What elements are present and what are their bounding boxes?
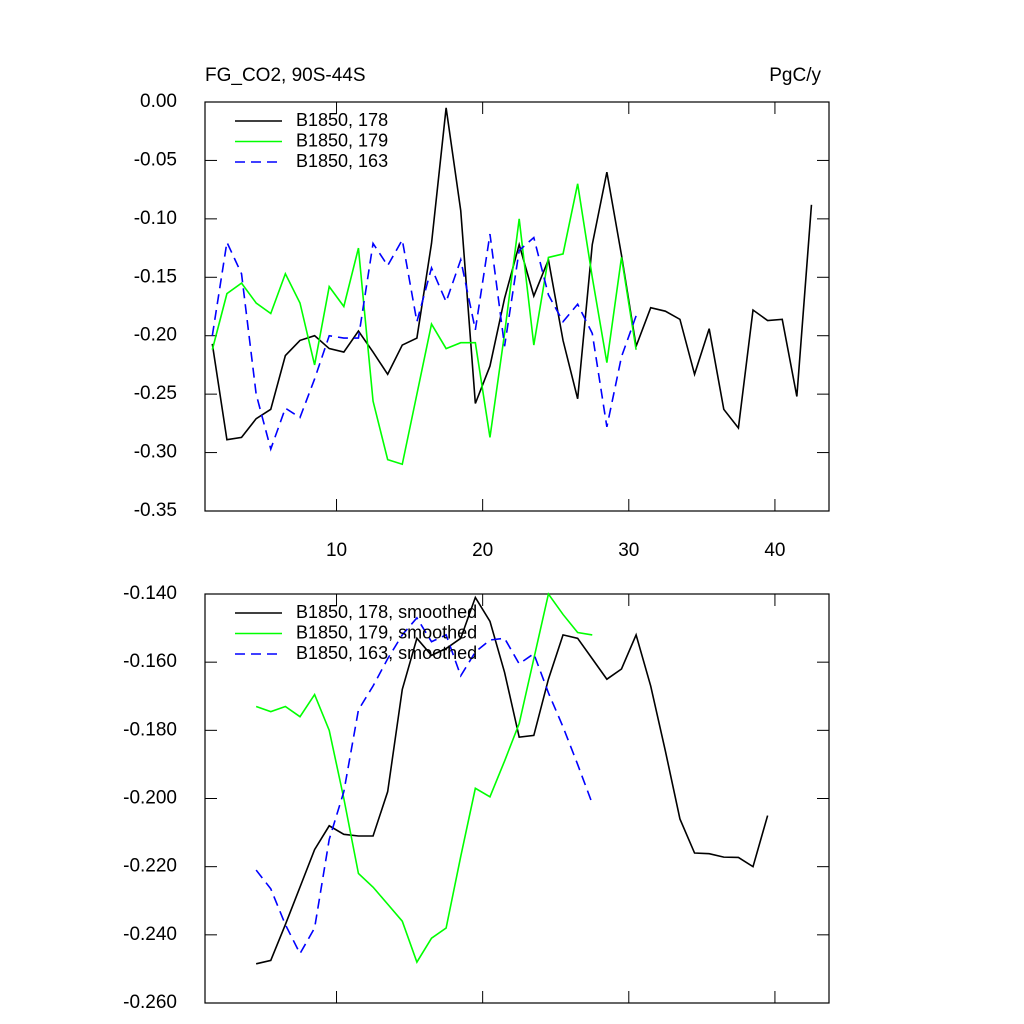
x-tick-label: 30 [618,540,639,561]
plot-frame [204,593,830,1004]
y-tick-label: -0.15 [134,266,177,287]
legend-label: B1850, 178, smoothed [296,602,477,622]
y-tick-label: -0.35 [134,500,177,521]
y-tick-label: -0.180 [123,719,177,740]
units-label: PgC/y [769,65,821,86]
chart-title: FG_CO2, 90S-44S [205,65,366,86]
y-tick-label: -0.200 [123,788,177,809]
legend-label: B1850, 163 [296,151,388,171]
legend-label: B1850, 163, smoothed [296,643,477,663]
plot-frame [204,101,830,512]
x-tick-label: 40 [764,540,785,561]
y-tick-label: -0.160 [123,651,177,672]
y-tick-label: -0.20 [134,325,177,346]
legend-label: B1850, 179 [296,130,388,150]
legend-label: B1850, 179, smoothed [296,622,477,642]
y-tick-label: -0.25 [134,383,177,404]
x-tick-label: 10 [326,540,347,561]
series-line [255,592,593,964]
legend-label: B1850, 178 [296,110,388,130]
y-tick-label: -0.240 [123,924,177,945]
y-tick-label: -0.260 [123,992,177,1013]
y-tick-label: -0.05 [134,149,177,170]
y-tick-label: -0.30 [134,442,177,463]
y-tick-label: -0.220 [123,856,177,877]
series-line [255,595,769,965]
y-tick-label: -0.140 [123,583,177,604]
series-line [255,616,594,956]
series-line [211,233,637,452]
y-tick-label: -0.10 [134,208,177,229]
series-line [211,183,637,466]
y-tick-label: 0.00 [140,91,177,112]
x-tick-label: 20 [472,540,493,561]
